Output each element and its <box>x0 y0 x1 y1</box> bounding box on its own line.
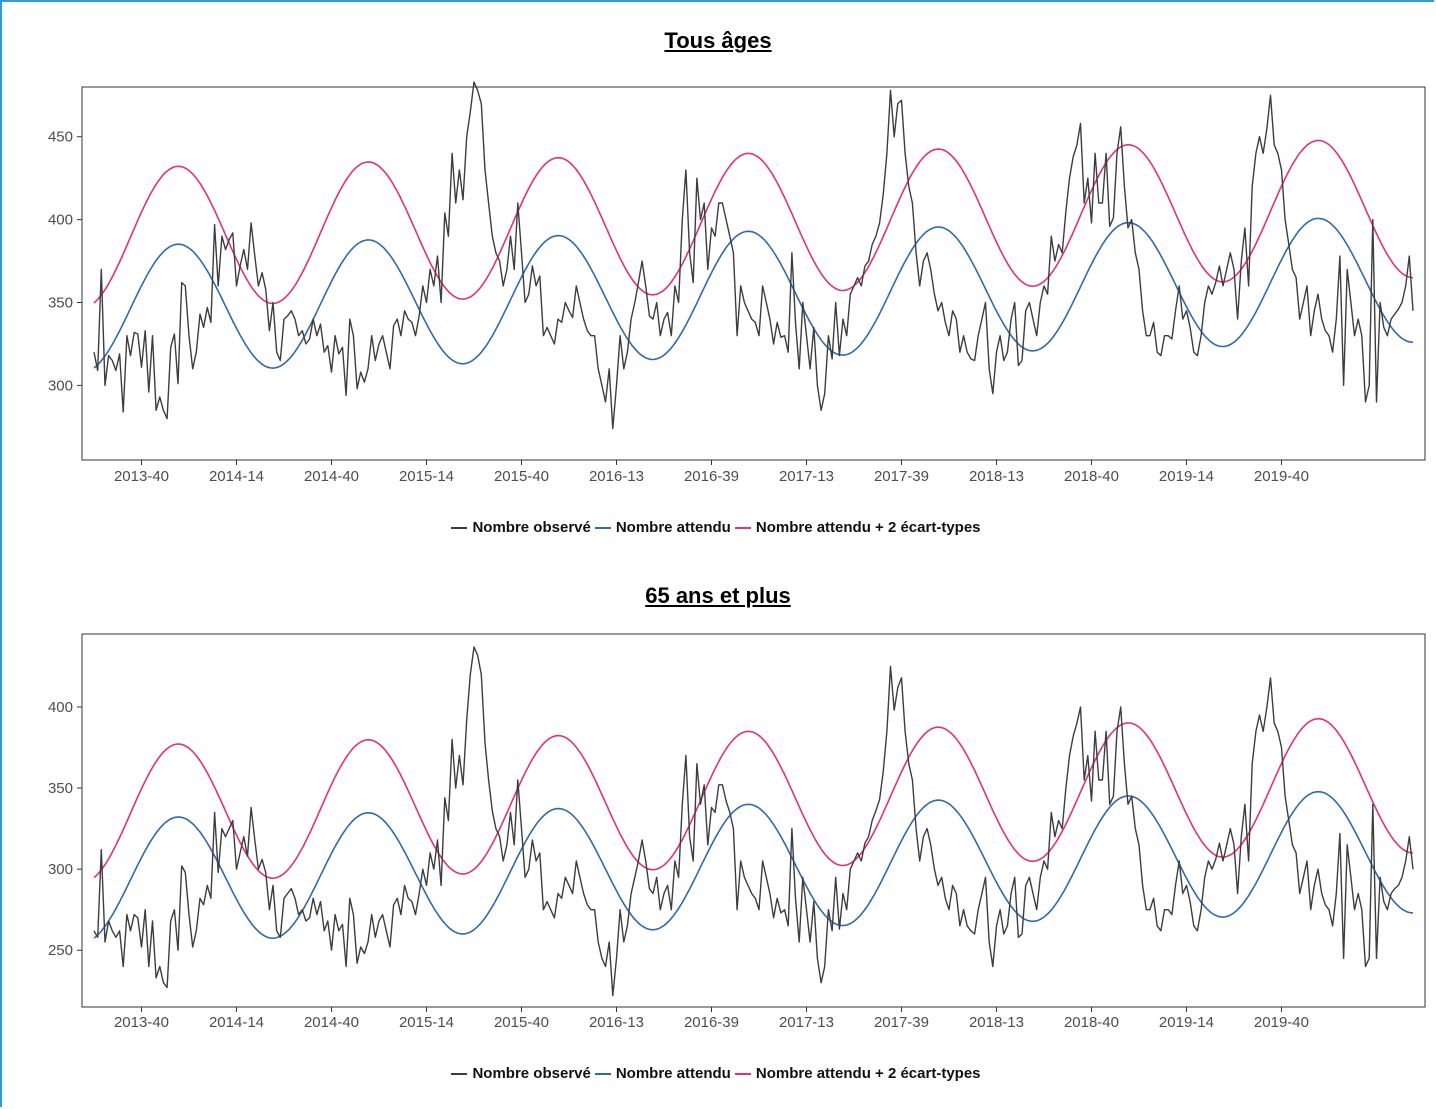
legend-key-observed <box>451 1072 468 1075</box>
series-line-observed <box>93 81 1414 430</box>
x-tick-label: 2015-14 <box>399 1014 454 1031</box>
line-chart-all-ages: 300 350 400 450 2013-40 2014-14 2014-40 2015-14… <box>48 81 1426 485</box>
x-tick-label: 2014-40 <box>304 1014 359 1031</box>
x-tick-label: 2019-40 <box>1254 468 1309 485</box>
chart-title: 65 ans et plus <box>645 583 791 608</box>
x-tick-label: 2018-40 <box>1064 1014 1119 1031</box>
x-tick-label: 2014-14 <box>209 468 264 485</box>
series-line-upper <box>93 139 1414 305</box>
legend-item-observed: Nombre observé <box>451 519 591 536</box>
x-tick-label: 2014-40 <box>304 468 359 485</box>
legend-key-upper <box>734 1072 751 1075</box>
x-tick-label: 2017-13 <box>779 468 834 485</box>
chart-title: Tous âges <box>664 28 772 53</box>
chart-legend: Nombre observé Nombre attendu Nombre att… <box>0 1065 1436 1082</box>
legend-label-expected: Nombre attendu <box>615 519 731 536</box>
x-tick-label: 2019-14 <box>1159 1014 1214 1031</box>
x-tick-label: 2017-39 <box>874 468 929 485</box>
series-line-expected <box>93 790 1414 939</box>
legend-key-expected <box>594 1072 611 1075</box>
x-tick-label: 2014-14 <box>209 1014 264 1031</box>
x-tick-label: 2017-13 <box>779 1014 834 1031</box>
x-tick-label: 2013-40 <box>114 1014 169 1031</box>
y-tick-label: 250 <box>48 942 73 959</box>
y-tick-label: 400 <box>48 699 73 716</box>
x-tick-label: 2016-13 <box>589 1014 644 1031</box>
legend-key-observed <box>451 526 468 529</box>
legend-key-upper <box>734 526 751 529</box>
y-tick-label: 300 <box>48 377 73 394</box>
series-line-upper <box>93 717 1414 879</box>
x-tick-label: 2016-39 <box>684 1014 739 1031</box>
legend-item-expected: Nombre attendu <box>594 1065 731 1082</box>
legend-label-upper: Nombre attendu + 2 écart-types <box>755 519 981 536</box>
y-tick-label: 450 <box>48 129 73 146</box>
x-tick-label: 2018-13 <box>969 468 1024 485</box>
chart-legend: Nombre observé Nombre attendu Nombre att… <box>0 519 1436 536</box>
x-tick-label: 2016-13 <box>589 468 644 485</box>
y-tick-label: 350 <box>48 780 73 797</box>
x-tick-label: 2019-14 <box>1159 468 1214 485</box>
y-tick-label: 300 <box>48 861 73 878</box>
x-tick-label: 2017-39 <box>874 1014 929 1031</box>
line-chart-65-plus: 250 300 350 400 2013-40 2014-14 2014-40 2015-14… <box>48 633 1426 1031</box>
legend-item-observed: Nombre observé <box>451 1065 591 1082</box>
legend-item-expected: Nombre attendu <box>594 519 731 536</box>
legend-label-expected: Nombre attendu <box>615 1065 731 1082</box>
plot-area <box>81 633 1426 1008</box>
legend-label-observed: Nombre observé <box>472 519 591 536</box>
series-line-observed <box>93 646 1414 997</box>
x-tick-label: 2015-40 <box>494 1014 549 1031</box>
x-tick-label: 2018-40 <box>1064 468 1119 485</box>
x-tick-label: 2013-40 <box>114 468 169 485</box>
x-tick-label: 2018-13 <box>969 1014 1024 1031</box>
x-tick-label: 2019-40 <box>1254 1014 1309 1031</box>
legend-label-upper: Nombre attendu + 2 écart-types <box>755 1065 981 1082</box>
legend-item-upper: Nombre attendu + 2 écart-types <box>734 1065 981 1082</box>
x-tick-label: 2016-39 <box>684 468 739 485</box>
legend-label-observed: Nombre observé <box>472 1065 591 1082</box>
x-tick-label: 2015-14 <box>399 468 454 485</box>
legend-item-upper: Nombre attendu + 2 écart-types <box>734 519 981 536</box>
series-line-expected <box>93 217 1414 369</box>
x-tick-label: 2015-40 <box>494 468 549 485</box>
plot-area <box>81 86 1426 461</box>
y-tick-label: 350 <box>48 295 73 312</box>
y-tick-label: 400 <box>48 212 73 229</box>
legend-key-expected <box>594 526 611 529</box>
